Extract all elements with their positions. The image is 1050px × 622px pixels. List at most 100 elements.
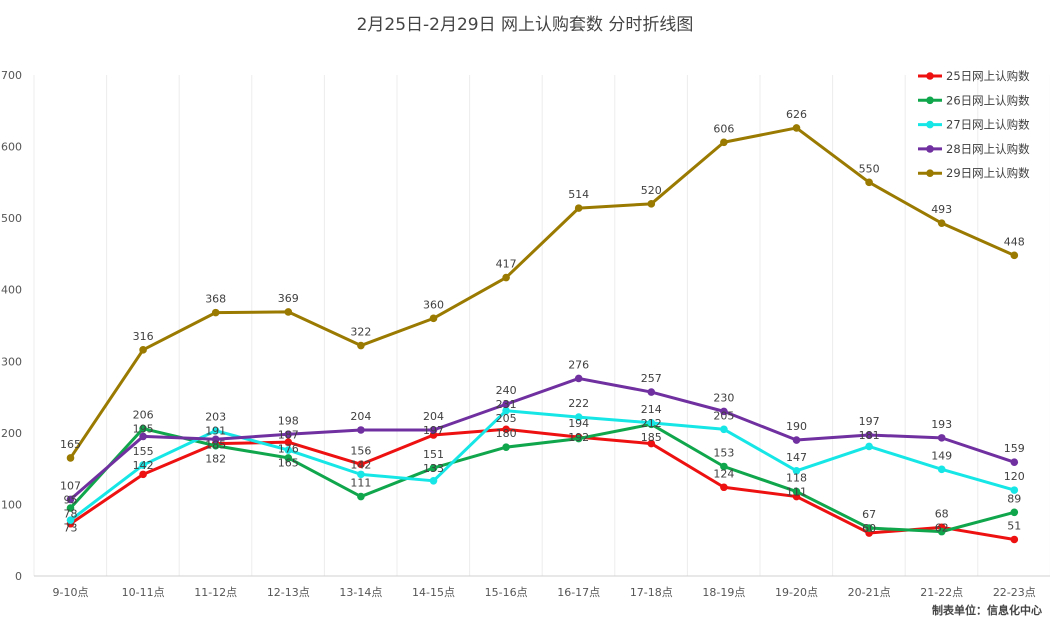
chart-title: 2月25日-2月29日 网上认购套数 分时折线图 — [356, 15, 694, 35]
data-point — [792, 487, 801, 496]
data-label: 204 — [350, 410, 371, 423]
legend-label: 26日网上认购数 — [946, 93, 1030, 107]
data-label: 194 — [568, 417, 589, 430]
data-label: 165 — [60, 438, 81, 451]
data-label: 111 — [350, 477, 371, 490]
data-label: 180 — [496, 427, 517, 440]
data-point — [1010, 486, 1019, 494]
x-tick-label: 18-19点 — [702, 586, 745, 599]
x-tick-label: 10-11点 — [122, 586, 165, 599]
data-label: 159 — [1004, 442, 1025, 455]
data-point — [720, 138, 728, 147]
data-point — [357, 492, 365, 501]
data-label: 165 — [278, 456, 299, 469]
data-label: 193 — [931, 418, 952, 431]
data-point — [574, 204, 583, 212]
data-point — [502, 406, 510, 415]
data-label: 120 — [1004, 470, 1025, 483]
data-point — [139, 346, 147, 354]
data-point — [865, 442, 873, 451]
data-point — [937, 527, 946, 536]
y-tick-label: 700 — [1, 69, 22, 82]
data-point — [357, 426, 365, 434]
data-label: 142 — [350, 458, 371, 471]
series-line — [69, 427, 1015, 541]
y-tick-label: 200 — [1, 427, 22, 440]
data-point — [937, 434, 946, 442]
data-label: 156 — [350, 444, 371, 457]
data-label: 198 — [278, 414, 299, 427]
data-label: 493 — [931, 203, 952, 216]
legend-marker — [926, 145, 934, 153]
data-label: 133 — [423, 462, 444, 475]
series-line — [69, 126, 1015, 459]
data-label: 191 — [205, 425, 226, 438]
legend-marker — [926, 120, 934, 129]
legend-marker — [926, 72, 934, 80]
data-point — [211, 435, 220, 444]
data-label: 118 — [786, 472, 807, 485]
data-point — [139, 424, 147, 433]
data-label: 151 — [423, 448, 444, 461]
series-line — [69, 409, 1015, 522]
y-tick-label: 300 — [1, 355, 22, 368]
data-point — [357, 460, 365, 469]
data-label: 203 — [205, 411, 226, 424]
series-line — [69, 376, 1015, 501]
data-point — [284, 308, 293, 316]
data-point — [647, 439, 656, 448]
x-tick-label: 19-20点 — [775, 586, 818, 599]
data-label: 155 — [133, 445, 154, 458]
data-point — [357, 341, 365, 350]
data-label: 205 — [713, 409, 734, 422]
legend-marker — [926, 96, 934, 105]
data-point — [502, 425, 510, 434]
legend-marker — [926, 169, 934, 177]
data-point — [720, 462, 728, 471]
x-tick-label: 22-23点 — [993, 586, 1036, 599]
data-label: 514 — [568, 188, 589, 201]
data-label: 111 — [786, 486, 807, 499]
data-point — [647, 388, 656, 396]
data-label: 185 — [641, 431, 662, 444]
data-label: 626 — [786, 108, 807, 121]
y-tick-label: 600 — [1, 141, 22, 154]
y-tick-label: 100 — [1, 498, 22, 511]
data-point — [792, 466, 801, 475]
data-label: 360 — [423, 298, 444, 311]
data-point — [502, 443, 510, 451]
x-tick-label: 13-14点 — [339, 586, 382, 599]
data-point — [720, 425, 728, 434]
data-label: 60 — [862, 522, 876, 535]
data-point — [937, 219, 946, 227]
data-label: 417 — [496, 258, 517, 271]
data-label: 214 — [641, 403, 662, 416]
data-label: 448 — [1004, 235, 1025, 248]
data-point — [1010, 251, 1019, 260]
x-tick-label: 9-10点 — [53, 586, 89, 599]
data-point — [574, 374, 583, 383]
data-point — [574, 413, 583, 421]
data-label: 257 — [641, 372, 662, 385]
data-point — [139, 432, 147, 441]
data-point — [647, 200, 656, 208]
data-label: 147 — [786, 451, 807, 464]
data-point — [792, 436, 801, 444]
data-point — [502, 400, 510, 409]
data-label: 276 — [568, 358, 589, 371]
x-tick-label: 20-21点 — [848, 586, 891, 599]
x-tick-label: 16-17点 — [557, 586, 600, 599]
data-point — [284, 446, 293, 454]
data-label: 230 — [713, 391, 734, 404]
legend-label: 28日网上认购数 — [946, 142, 1030, 156]
data-point — [1010, 535, 1019, 544]
data-label: 192 — [568, 431, 589, 444]
data-point — [66, 495, 75, 504]
legend-label: 29日网上认购数 — [946, 166, 1030, 180]
data-label: 231 — [496, 398, 517, 411]
data-label: 520 — [641, 184, 662, 197]
y-tick-label: 400 — [1, 284, 22, 297]
y-tick-label: 0 — [15, 570, 22, 583]
data-point — [429, 314, 438, 323]
